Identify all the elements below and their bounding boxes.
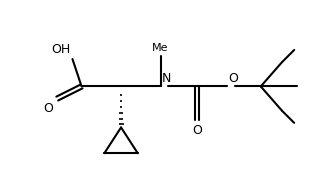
Text: O: O — [43, 102, 53, 115]
Text: N: N — [162, 72, 171, 85]
Text: O: O — [192, 124, 202, 137]
Text: O: O — [228, 72, 238, 85]
Text: OH: OH — [52, 43, 71, 56]
Text: Me: Me — [152, 43, 169, 53]
